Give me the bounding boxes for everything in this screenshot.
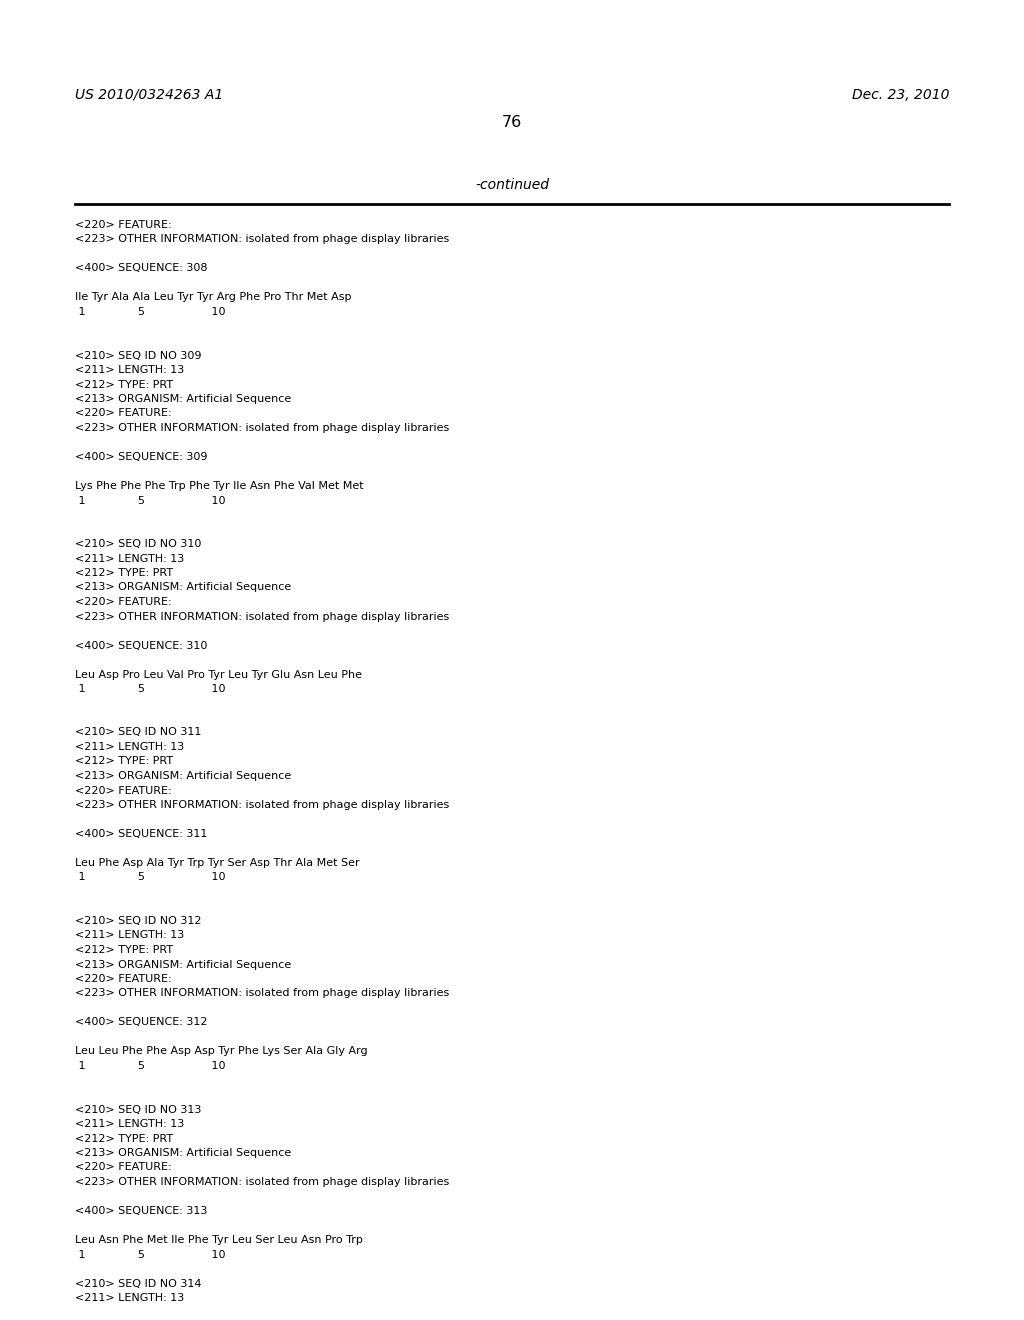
Text: <400> SEQUENCE: 313: <400> SEQUENCE: 313	[75, 1206, 208, 1216]
Text: <211> LENGTH: 13: <211> LENGTH: 13	[75, 1119, 184, 1129]
Text: <223> OTHER INFORMATION: isolated from phage display libraries: <223> OTHER INFORMATION: isolated from p…	[75, 422, 450, 433]
Text: <220> FEATURE:: <220> FEATURE:	[75, 220, 172, 230]
Text: Lys Phe Phe Phe Trp Phe Tyr Ile Asn Phe Val Met Met: Lys Phe Phe Phe Trp Phe Tyr Ile Asn Phe …	[75, 480, 364, 491]
Text: <210> SEQ ID NO 312: <210> SEQ ID NO 312	[75, 916, 202, 927]
Text: <400> SEQUENCE: 308: <400> SEQUENCE: 308	[75, 264, 208, 273]
Text: 1               5                   10: 1 5 10	[75, 308, 225, 317]
Text: <210> SEQ ID NO 311: <210> SEQ ID NO 311	[75, 727, 202, 738]
Text: <220> FEATURE:: <220> FEATURE:	[75, 785, 172, 796]
Text: Ile Tyr Ala Ala Leu Tyr Tyr Arg Phe Pro Thr Met Asp: Ile Tyr Ala Ala Leu Tyr Tyr Arg Phe Pro …	[75, 293, 351, 302]
Text: <220> FEATURE:: <220> FEATURE:	[75, 597, 172, 607]
Text: 1               5                   10: 1 5 10	[75, 1061, 225, 1071]
Text: <211> LENGTH: 13: <211> LENGTH: 13	[75, 1294, 184, 1303]
Text: <220> FEATURE:: <220> FEATURE:	[75, 974, 172, 983]
Text: <213> ORGANISM: Artificial Sequence: <213> ORGANISM: Artificial Sequence	[75, 393, 291, 404]
Text: <213> ORGANISM: Artificial Sequence: <213> ORGANISM: Artificial Sequence	[75, 1148, 291, 1158]
Text: <400> SEQUENCE: 310: <400> SEQUENCE: 310	[75, 640, 208, 651]
Text: <223> OTHER INFORMATION: isolated from phage display libraries: <223> OTHER INFORMATION: isolated from p…	[75, 989, 450, 998]
Text: <213> ORGANISM: Artificial Sequence: <213> ORGANISM: Artificial Sequence	[75, 582, 291, 593]
Text: <211> LENGTH: 13: <211> LENGTH: 13	[75, 742, 184, 752]
Text: <211> LENGTH: 13: <211> LENGTH: 13	[75, 366, 184, 375]
Text: 1               5                   10: 1 5 10	[75, 684, 225, 694]
Text: <213> ORGANISM: Artificial Sequence: <213> ORGANISM: Artificial Sequence	[75, 960, 291, 969]
Text: <223> OTHER INFORMATION: isolated from phage display libraries: <223> OTHER INFORMATION: isolated from p…	[75, 611, 450, 622]
Text: <220> FEATURE:: <220> FEATURE:	[75, 408, 172, 418]
Text: <212> TYPE: PRT: <212> TYPE: PRT	[75, 380, 173, 389]
Text: 1               5                   10: 1 5 10	[75, 1250, 225, 1259]
Text: <213> ORGANISM: Artificial Sequence: <213> ORGANISM: Artificial Sequence	[75, 771, 291, 781]
Text: <220> FEATURE:: <220> FEATURE:	[75, 1163, 172, 1172]
Text: <400> SEQUENCE: 309: <400> SEQUENCE: 309	[75, 451, 208, 462]
Text: Leu Phe Asp Ala Tyr Trp Tyr Ser Asp Thr Ala Met Ser: Leu Phe Asp Ala Tyr Trp Tyr Ser Asp Thr …	[75, 858, 359, 869]
Text: 1               5                   10: 1 5 10	[75, 873, 225, 883]
Text: <211> LENGTH: 13: <211> LENGTH: 13	[75, 931, 184, 940]
Text: <400> SEQUENCE: 312: <400> SEQUENCE: 312	[75, 1018, 208, 1027]
Text: US 2010/0324263 A1: US 2010/0324263 A1	[75, 88, 223, 102]
Text: 76: 76	[502, 115, 522, 129]
Text: <210> SEQ ID NO 314: <210> SEQ ID NO 314	[75, 1279, 202, 1288]
Text: <210> SEQ ID NO 309: <210> SEQ ID NO 309	[75, 351, 202, 360]
Text: <212> TYPE: PRT: <212> TYPE: PRT	[75, 756, 173, 767]
Text: <211> LENGTH: 13: <211> LENGTH: 13	[75, 553, 184, 564]
Text: <212> TYPE: PRT: <212> TYPE: PRT	[75, 568, 173, 578]
Text: <210> SEQ ID NO 313: <210> SEQ ID NO 313	[75, 1105, 202, 1114]
Text: Leu Asp Pro Leu Val Pro Tyr Leu Tyr Glu Asn Leu Phe: Leu Asp Pro Leu Val Pro Tyr Leu Tyr Glu …	[75, 669, 362, 680]
Text: Leu Leu Phe Phe Asp Asp Tyr Phe Lys Ser Ala Gly Arg: Leu Leu Phe Phe Asp Asp Tyr Phe Lys Ser …	[75, 1047, 368, 1056]
Text: <223> OTHER INFORMATION: isolated from phage display libraries: <223> OTHER INFORMATION: isolated from p…	[75, 1177, 450, 1187]
Text: <223> OTHER INFORMATION: isolated from phage display libraries: <223> OTHER INFORMATION: isolated from p…	[75, 800, 450, 810]
Text: <210> SEQ ID NO 310: <210> SEQ ID NO 310	[75, 539, 202, 549]
Text: 1               5                   10: 1 5 10	[75, 495, 225, 506]
Text: Dec. 23, 2010: Dec. 23, 2010	[852, 88, 949, 102]
Text: <212> TYPE: PRT: <212> TYPE: PRT	[75, 1134, 173, 1143]
Text: <223> OTHER INFORMATION: isolated from phage display libraries: <223> OTHER INFORMATION: isolated from p…	[75, 235, 450, 244]
Text: <400> SEQUENCE: 311: <400> SEQUENCE: 311	[75, 829, 208, 840]
Text: <212> TYPE: PRT: <212> TYPE: PRT	[75, 945, 173, 954]
Text: Leu Asn Phe Met Ile Phe Tyr Leu Ser Leu Asn Pro Trp: Leu Asn Phe Met Ile Phe Tyr Leu Ser Leu …	[75, 1236, 362, 1245]
Text: -continued: -continued	[475, 178, 549, 191]
